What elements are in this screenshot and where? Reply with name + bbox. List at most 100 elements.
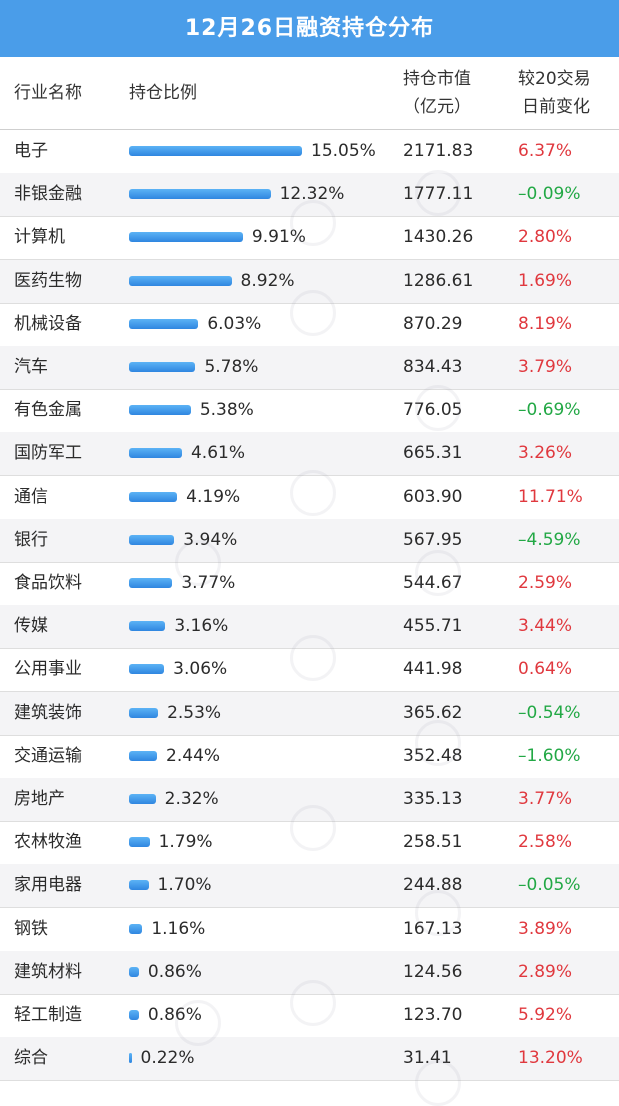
- market-value: 352.48: [403, 745, 463, 766]
- ratio-label: 1.16%: [151, 918, 206, 939]
- market-value: 31.41: [403, 1048, 452, 1069]
- market-value: 335.13: [403, 789, 463, 809]
- industry-name: 钢铁: [14, 918, 48, 939]
- change-value: 8.19%: [518, 313, 573, 334]
- ratio-label: 1.70%: [157, 875, 212, 896]
- change-value: 3.26%: [518, 443, 573, 464]
- market-value: 1777.11: [403, 184, 474, 205]
- table-row: 机械设备 6.03% 870.29 8.19%: [0, 303, 619, 347]
- table-row: 交通运输 2.44% 352.48 –1.60%: [0, 735, 619, 779]
- table-row: 建筑装饰 2.53% 365.62 –0.54%: [0, 691, 619, 736]
- ratio-bar: [129, 362, 196, 372]
- market-value: 167.13: [403, 918, 463, 939]
- market-value: 441.98: [403, 659, 463, 680]
- ratio-label: 6.03%: [207, 313, 262, 334]
- industry-name: 食品饮料: [14, 573, 82, 593]
- industry-name: 汽车: [14, 357, 48, 377]
- table-row: 通信 4.19% 603.90 11.71%: [0, 476, 619, 520]
- market-value: 544.67: [403, 573, 463, 593]
- industry-name: 综合: [14, 1048, 48, 1069]
- change-value: 13.20%: [518, 1048, 583, 1069]
- ratio-bar: [129, 146, 302, 156]
- change-value: –0.09%: [518, 184, 581, 205]
- ratio-bar: [129, 621, 166, 632]
- ratio-label: 2.53%: [167, 702, 222, 723]
- industry-name: 传媒: [14, 616, 48, 637]
- ratio-bar: [129, 232, 243, 243]
- change-value: 0.64%: [518, 659, 573, 680]
- industry-name: 非银金融: [14, 184, 82, 205]
- market-value: 124.56: [403, 961, 463, 982]
- table-header: 行业名称 持仓比例 持仓市值 （亿元） 较20交易 日前变化: [0, 57, 619, 130]
- table-row: 国防军工 4.61% 665.31 3.26%: [0, 432, 619, 477]
- market-value: 870.29: [403, 313, 463, 334]
- market-value: 665.31: [403, 443, 463, 464]
- change-value: 3.44%: [518, 616, 573, 637]
- change-value: 2.58%: [518, 832, 573, 853]
- change-value: –4.59%: [518, 529, 581, 550]
- change-value: 2.89%: [518, 961, 573, 982]
- ratio-label: 0.86%: [147, 961, 202, 982]
- ratio-label: 3.94%: [183, 529, 238, 550]
- table-row: 非银金融 12.32% 1777.11 –0.09%: [0, 173, 619, 218]
- industry-name: 电子: [14, 141, 48, 161]
- ratio-label: 3.06%: [173, 659, 228, 680]
- industry-name: 机械设备: [14, 313, 82, 334]
- change-value: 2.59%: [518, 573, 573, 593]
- ratio-bar: [129, 837, 150, 848]
- change-value: –0.54%: [518, 702, 581, 723]
- market-value: 1430.26: [403, 227, 474, 248]
- ratio-label: 0.22%: [140, 1048, 195, 1069]
- market-value: 258.51: [403, 832, 463, 853]
- change-value: 2.80%: [518, 227, 573, 248]
- ratio-bar: [129, 405, 191, 416]
- ratio-bar: [129, 491, 178, 502]
- ratio-label: 12.32%: [279, 184, 345, 205]
- market-value: 365.62: [403, 702, 463, 723]
- table-row: 有色金属 5.38% 776.05 –0.69%: [0, 389, 619, 434]
- change-value: 3.77%: [518, 789, 573, 809]
- industry-name: 计算机: [14, 227, 65, 248]
- ratio-bar: [129, 318, 199, 329]
- ratio-label: 4.19%: [186, 486, 241, 507]
- market-value: 2171.83: [403, 141, 474, 161]
- ratio-label: 1.79%: [158, 832, 213, 853]
- header-change-line1: 较20交易: [518, 69, 591, 89]
- industry-name: 公用事业: [14, 659, 82, 680]
- industry-name: 通信: [14, 486, 48, 507]
- industry-name: 建筑材料: [14, 961, 82, 982]
- ratio-bar: [129, 275, 232, 286]
- table-row: 食品饮料 3.77% 544.67 2.59%: [0, 562, 619, 606]
- table-row: 电子 15.05% 2171.83 6.37%: [0, 130, 619, 174]
- change-value: –0.69%: [518, 400, 581, 421]
- ratio-bar: [129, 578, 173, 588]
- market-value: 834.43: [403, 357, 463, 377]
- header-ratio: 持仓比例: [129, 83, 197, 103]
- market-value: 567.95: [403, 529, 463, 550]
- change-value: 11.71%: [518, 486, 583, 507]
- ratio-bar: [129, 750, 158, 761]
- industry-name: 房地产: [14, 789, 65, 809]
- industry-name: 有色金属: [14, 400, 82, 421]
- industry-name: 建筑装饰: [14, 702, 82, 723]
- table-row: 公用事业 3.06% 441.98 0.64%: [0, 648, 619, 693]
- market-value: 455.71: [403, 616, 463, 637]
- data-table: 电子 15.05% 2171.83 6.37% 非银金融 12.32% 1777.11 –0.…: [0, 130, 619, 1106]
- market-value: 123.70: [403, 1005, 463, 1025]
- change-value: 6.37%: [518, 141, 573, 161]
- ratio-bar: [129, 1010, 139, 1020]
- table-row: 轻工制造 0.86% 123.70 5.92%: [0, 994, 619, 1038]
- ratio-bar: [129, 923, 143, 934]
- ratio-label: 5.38%: [199, 400, 254, 421]
- industry-name: 银行: [14, 529, 48, 550]
- ratio-bar: [129, 966, 139, 977]
- ratio-label: 9.91%: [251, 227, 306, 248]
- table-row: 家用电器 1.70% 244.88 –0.05%: [0, 864, 619, 909]
- ratio-label: 2.44%: [166, 745, 221, 766]
- ratio-label: 15.05%: [311, 141, 376, 161]
- table-row: 农林牧渔 1.79% 258.51 2.58%: [0, 821, 619, 866]
- table-row: 汽车 5.78% 834.43 3.79%: [0, 346, 619, 390]
- ratio-bar: [129, 664, 165, 675]
- ratio-label: 3.16%: [174, 616, 229, 637]
- table-row: 计算机 9.91% 1430.26 2.80%: [0, 216, 619, 261]
